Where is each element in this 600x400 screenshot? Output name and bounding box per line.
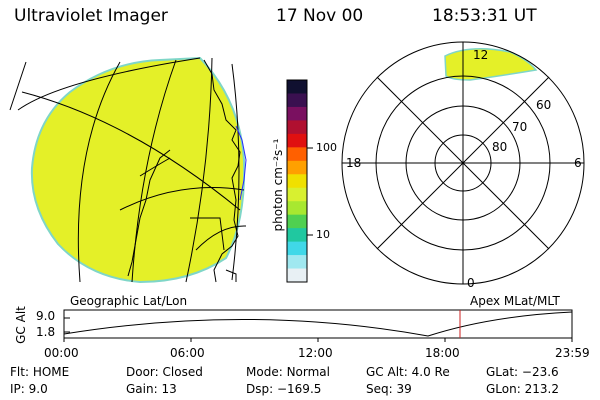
colorbar-segment — [287, 228, 307, 243]
mlt-label-0: 0 — [467, 276, 475, 290]
altitude-plot — [63, 309, 573, 342]
aurora-region — [444, 48, 538, 81]
mlt-label-12: 12 — [473, 48, 489, 62]
colorbar — [286, 79, 308, 283]
status-seq: Seq: 39 — [366, 382, 412, 396]
colorbar-segment — [287, 187, 307, 202]
colorbar-segment — [287, 268, 307, 283]
instrument-title: Ultraviolet Imager — [14, 6, 168, 26]
mlat-label-60: 60 — [536, 98, 552, 112]
geographic-view — [9, 56, 247, 284]
status-gc-alt: GC Alt: 4.0 Re — [366, 365, 450, 379]
colorbar-segment — [287, 120, 307, 135]
status-glat: GLat: −23.6 — [486, 365, 559, 379]
mlat-label-80: 80 — [492, 140, 508, 154]
mlat-label-70: 70 — [512, 120, 528, 134]
altitude-min-label: 1.8 — [36, 325, 56, 339]
status-mode: Mode: Normal — [246, 365, 330, 379]
x-label-1800: 18:00 — [425, 346, 460, 360]
colorbar-segment — [287, 80, 307, 94]
colorbar-unit-label: photon cm⁻²s⁻¹ — [271, 138, 285, 232]
colorbar-segment — [287, 214, 307, 229]
colorbar-segment — [287, 201, 307, 216]
colorbar-frame — [286, 79, 308, 283]
altitude-curve — [63, 311, 573, 337]
colorbar-tick-10: 10 — [316, 228, 330, 241]
status-glon: GLon: 213.2 — [486, 382, 559, 396]
status-flt: Flt: HOME — [10, 365, 70, 379]
image-disc — [30, 56, 246, 284]
polar-view — [341, 41, 585, 285]
colorbar-segment — [287, 174, 307, 189]
apex-caption: Apex MLat/MLT — [470, 294, 560, 308]
colorbar-segment — [287, 93, 307, 108]
colorbar-segment — [287, 133, 307, 148]
colorbar-segment — [287, 241, 307, 256]
mlt-label-18: 18 — [346, 156, 362, 170]
status-ip: IP: 9.0 — [10, 382, 48, 396]
x-label-0000: 00:00 — [44, 346, 79, 360]
status-dsp: Dsp: −169.5 — [246, 382, 322, 396]
colorbar-segment — [287, 147, 307, 162]
colorbar-segment — [287, 106, 307, 121]
date-label: 17 Nov 00 — [276, 6, 364, 26]
altitude-max-label: 9.0 — [36, 309, 56, 323]
status-gain: Gain: 13 — [126, 382, 177, 396]
geographic-caption: Geographic Lat/Lon — [70, 294, 188, 308]
colorbar-segment — [287, 160, 307, 175]
time-label: 18:53:31 UT — [432, 6, 537, 26]
altitude-ylabel: GC Alt — [13, 306, 28, 344]
colorbar-segment — [287, 255, 307, 270]
x-label-1200: 12:00 — [298, 346, 333, 360]
mlt-label-6: 6 — [574, 156, 582, 170]
x-label-2359: 23:59 — [555, 346, 590, 360]
x-label-0600: 06:00 — [170, 346, 205, 360]
colorbar-tick-100: 100 — [316, 141, 337, 154]
status-door: Door: Closed — [126, 365, 203, 379]
